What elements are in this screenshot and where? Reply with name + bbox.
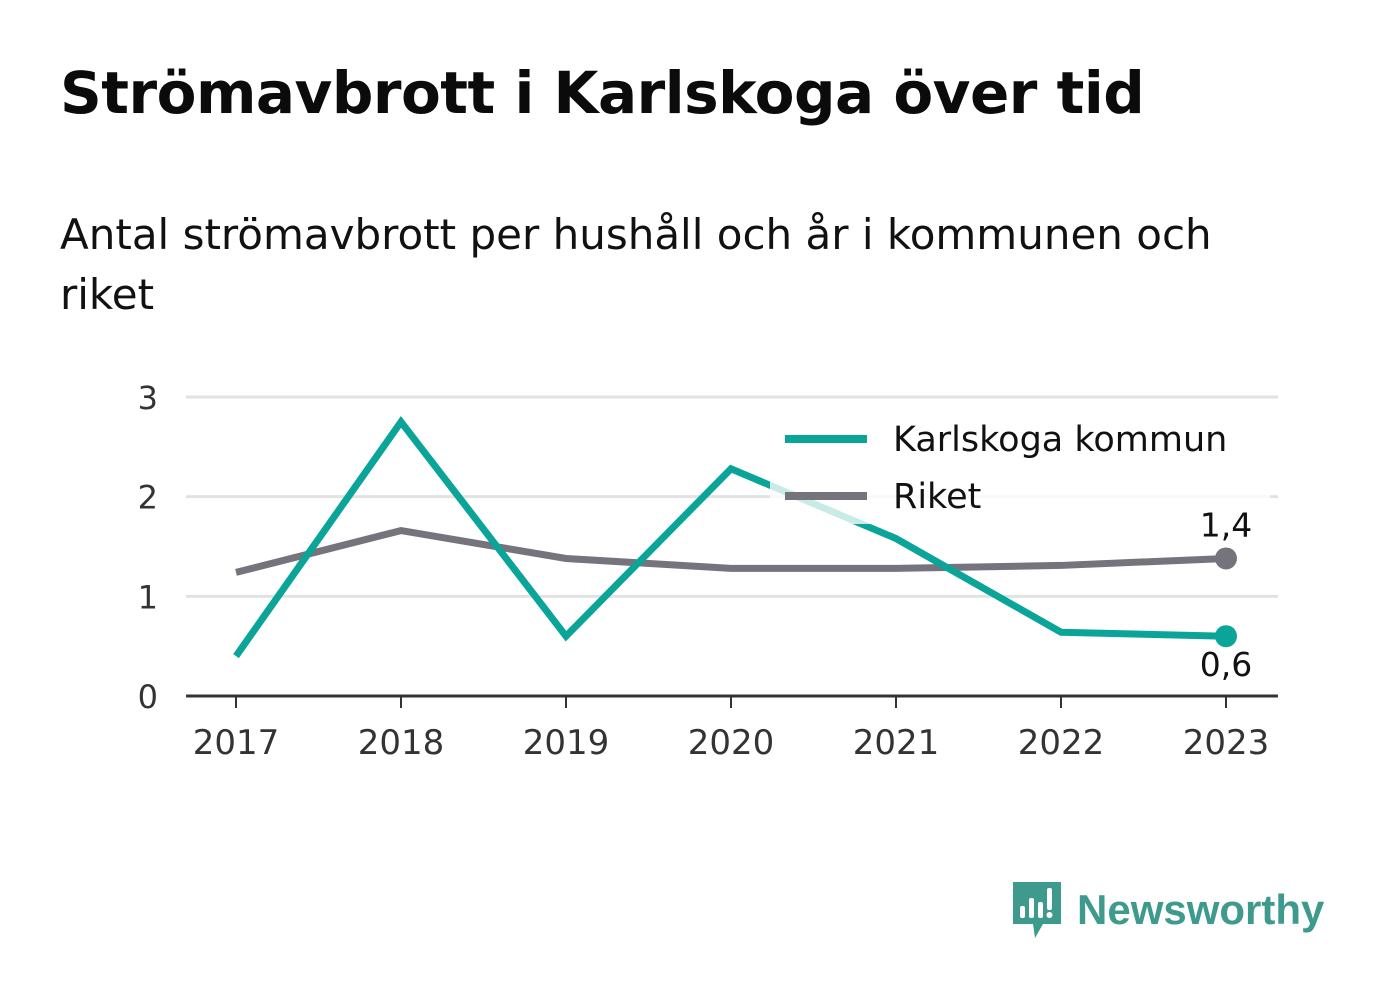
- bar-chart-icon: [1013, 882, 1061, 938]
- legend-label: Riket: [893, 477, 981, 517]
- chart-subtitle: Antal strömavbrott per hushåll och år i …: [60, 210, 1212, 319]
- x-tick-label: 2023: [1183, 723, 1270, 763]
- legend: Karlskoga kommun Riket: [770, 412, 1270, 524]
- legend-background: [770, 412, 1270, 524]
- y-tick-label: 1: [138, 578, 158, 616]
- y-tick-label: 3: [138, 379, 158, 417]
- chart-title: Strömavbrott i Karlskoga över tid: [60, 59, 1145, 127]
- brand-name: Newsworthy: [1077, 886, 1325, 933]
- series-lines: [233, 416, 1237, 659]
- y-tick-label: 2: [138, 479, 158, 517]
- x-tick-label: 2021: [853, 723, 940, 763]
- end-point-karlskoga: [1215, 625, 1237, 648]
- x-tick-label: 2022: [1018, 723, 1105, 763]
- axes: 0 1 2 3 2017 2018 2019 2020 2021 2022 2023: [138, 379, 1278, 763]
- legend-label: Karlskoga kommun: [893, 420, 1227, 460]
- end-label-karlskoga: 0,6: [1200, 645, 1252, 684]
- end-labels: 0,6 1,4: [1200, 505, 1252, 684]
- x-tick-label: 2017: [193, 723, 280, 763]
- series-line-riket: [235, 526, 1227, 576]
- end-point-riket: [1215, 547, 1237, 570]
- series-line-karlskoga: [233, 416, 1227, 659]
- end-label-riket: 1,4: [1200, 505, 1252, 544]
- x-tick-label: 2018: [358, 723, 445, 763]
- newsworthy-logo: Newsworthy: [1011, 878, 1324, 942]
- x-tick-label: 2019: [523, 723, 610, 763]
- x-tick-label: 2020: [688, 723, 775, 763]
- y-tick-label: 0: [138, 678, 158, 716]
